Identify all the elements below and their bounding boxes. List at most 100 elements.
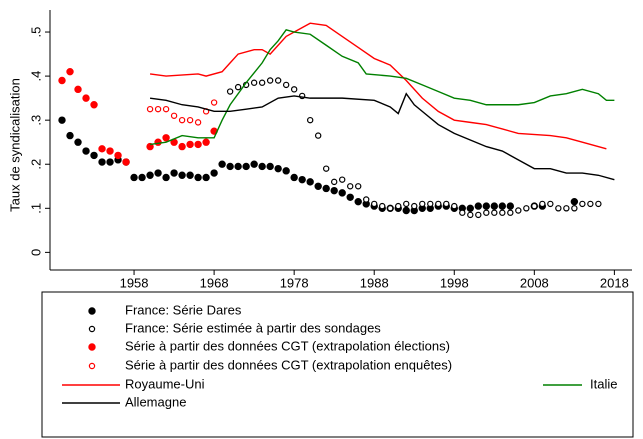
data-point [467, 211, 474, 219]
series-line [149, 29, 615, 146]
data-point [274, 164, 282, 173]
data-point [427, 200, 434, 208]
x-tick-label: 1968 [200, 275, 229, 290]
data-point [523, 205, 530, 212]
data-point [146, 171, 154, 179]
data-point [66, 131, 74, 140]
data-point [234, 162, 242, 171]
data-point [355, 183, 362, 190]
legend-marker [88, 307, 96, 315]
data-point [443, 200, 450, 208]
data-point [539, 200, 546, 208]
data-point [482, 202, 490, 210]
legend-label: France: Série Dares [125, 302, 242, 317]
y-tick-label: .3 [28, 115, 43, 126]
data-point [234, 83, 242, 91]
data-point [451, 202, 458, 210]
legend-label: Italie [590, 376, 617, 391]
y-axis-title: Taux de syndicalisation [7, 78, 22, 212]
legend-label: Série à partir des données CGT (extrapol… [125, 338, 450, 353]
data-point [146, 105, 154, 113]
data-point [122, 158, 130, 166]
data-point [154, 169, 162, 177]
data-point [306, 116, 314, 124]
data-point [354, 197, 362, 206]
legend-label: France: Série estimée à partir des sonda… [125, 320, 381, 335]
data-point [194, 173, 202, 182]
data-point [395, 202, 402, 210]
data-point [194, 119, 202, 126]
data-point [306, 178, 314, 186]
data-point [202, 173, 210, 182]
x-tick-label: 1978 [280, 275, 309, 290]
data-point [491, 209, 498, 216]
data-point [186, 140, 194, 149]
x-tick-label: 1988 [360, 275, 389, 290]
data-point [402, 206, 410, 215]
data-point [555, 205, 562, 212]
data-point [218, 160, 226, 168]
data-point [330, 178, 338, 186]
data-point [579, 200, 586, 208]
data-point [507, 209, 514, 216]
data-point [226, 162, 234, 171]
data-point [98, 145, 106, 153]
data-point [506, 202, 515, 210]
data-point [387, 205, 394, 212]
data-point [186, 116, 194, 124]
data-point [178, 171, 186, 179]
data-point [411, 202, 418, 210]
data-point [563, 205, 570, 212]
data-point [298, 175, 306, 184]
data-point [314, 182, 322, 190]
y-tick-label: .2 [28, 159, 43, 170]
data-point [498, 202, 507, 210]
legend-label: Royaume-Uni [125, 376, 205, 391]
legend-label: Série à partir des données CGT (extrapol… [125, 357, 452, 372]
x-tick-label: 2018 [600, 275, 629, 290]
data-point [186, 171, 194, 179]
data-point [322, 165, 330, 172]
data-point [258, 79, 266, 86]
series-line [149, 92, 615, 181]
legend-label: Allemagne [125, 394, 186, 409]
data-point [490, 202, 499, 210]
x-tick-label: 1958 [120, 275, 149, 290]
data-point [202, 138, 210, 146]
legend-box [41, 291, 634, 438]
data-point [483, 209, 490, 216]
data-point [170, 112, 178, 119]
data-point [338, 189, 346, 197]
data-point [106, 147, 114, 155]
data-point [106, 158, 114, 166]
data-point [595, 200, 602, 208]
data-point [194, 140, 202, 149]
y-tick-label: 0 [28, 249, 43, 256]
data-point [346, 193, 354, 201]
x-tick-label: 2008 [520, 275, 549, 290]
data-point [178, 142, 186, 151]
data-point [90, 101, 98, 109]
data-point [74, 138, 82, 146]
data-point [587, 200, 594, 208]
data-point [371, 200, 378, 208]
data-point [210, 99, 218, 106]
data-point [210, 169, 218, 177]
data-point [403, 200, 410, 208]
data-point [138, 173, 146, 182]
data-point [274, 77, 282, 84]
data-point [162, 105, 170, 113]
data-point [290, 86, 298, 93]
data-point [226, 88, 234, 95]
data-point [154, 138, 162, 146]
data-point [474, 202, 482, 210]
data-point [363, 196, 370, 203]
data-point [74, 85, 82, 94]
data-point [250, 79, 258, 86]
series-line [149, 22, 607, 150]
legend-marker [88, 325, 96, 333]
legend-marker [88, 362, 96, 370]
data-point [339, 176, 346, 183]
